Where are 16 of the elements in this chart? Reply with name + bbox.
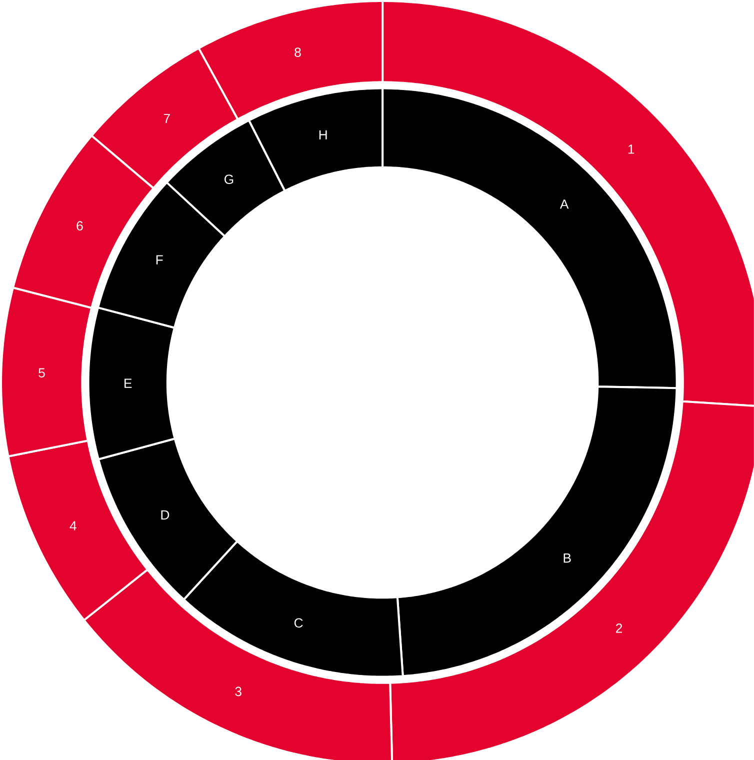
slice-label: H bbox=[319, 130, 327, 140]
slice-label: 5 bbox=[38, 368, 45, 378]
slice-label: 6 bbox=[76, 221, 83, 231]
slice-label: 1 bbox=[628, 144, 634, 154]
slice-label: 8 bbox=[294, 48, 301, 57]
slice-label: C bbox=[294, 618, 303, 628]
slice-label: G bbox=[224, 174, 234, 184]
slice-label: 7 bbox=[164, 114, 170, 124]
slice-label: B bbox=[564, 554, 571, 563]
slice-label: D bbox=[161, 510, 170, 520]
slice-label: 3 bbox=[235, 686, 242, 696]
slice-label: E bbox=[124, 378, 132, 388]
slice-label: 4 bbox=[70, 521, 76, 530]
slice-label: F bbox=[156, 255, 163, 264]
slice-label: 2 bbox=[616, 624, 622, 633]
slice-label: A bbox=[560, 200, 569, 209]
